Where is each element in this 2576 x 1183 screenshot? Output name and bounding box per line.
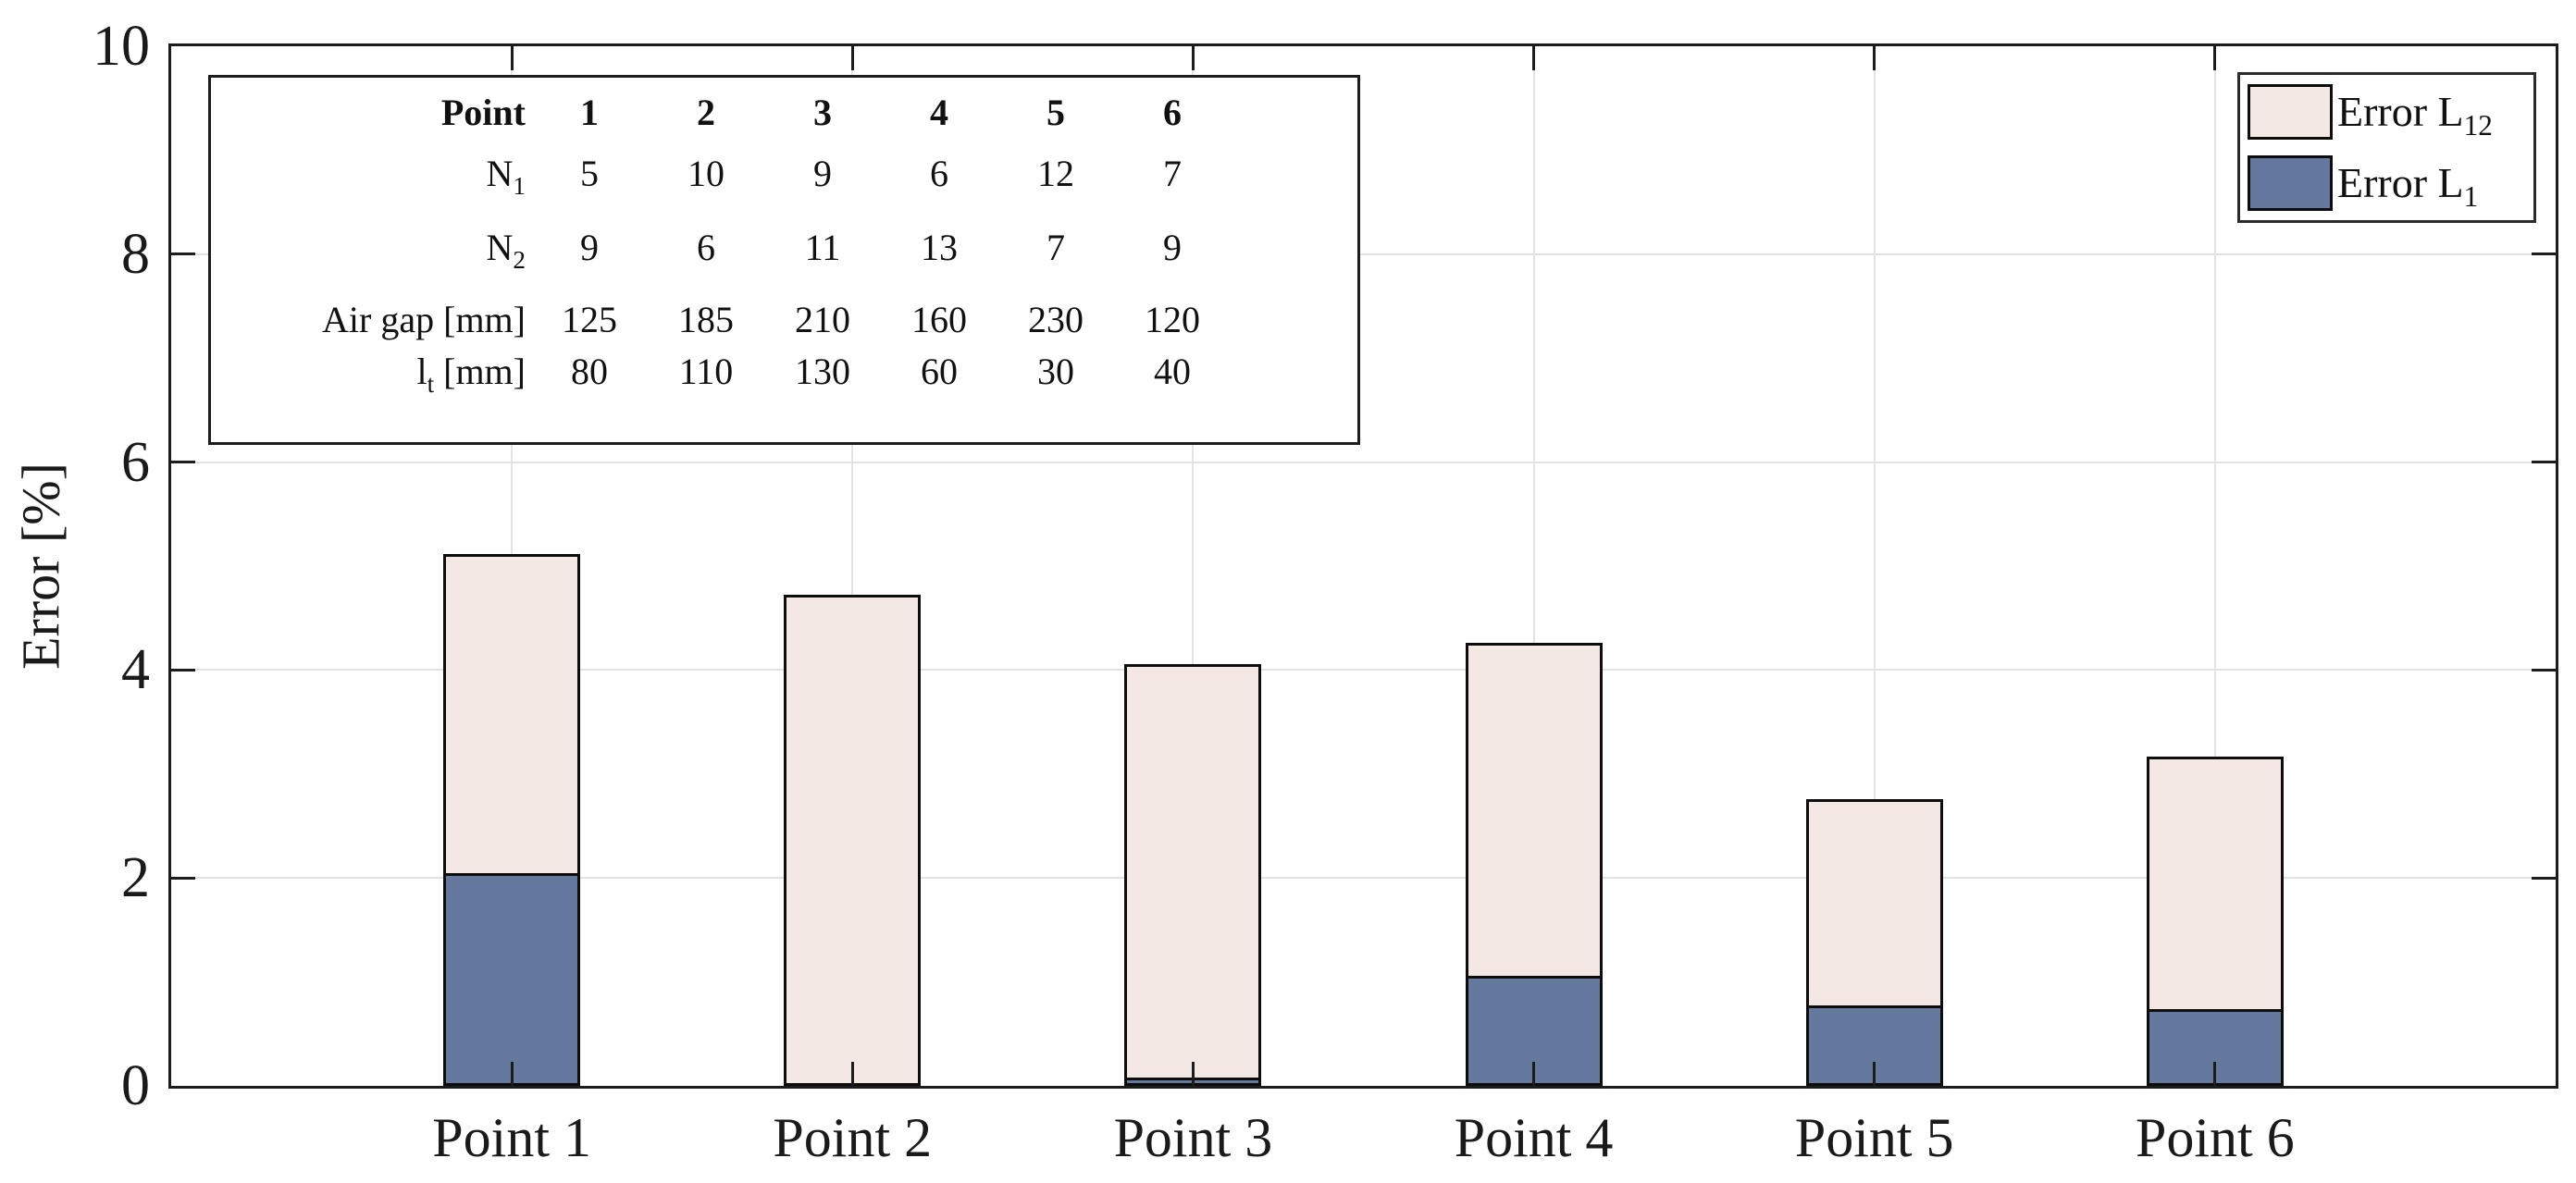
table-header-col-4: 4 <box>930 92 948 133</box>
table-row-2-value-4: 13 <box>921 227 958 268</box>
inset-table-grid: Point 1 2 3 4 5 6 N1 5 10 9 6 12 7 N2 9 6 11 13 7 9 Air gap [… <box>211 78 1357 403</box>
y-tick-label-4: 4 <box>121 638 150 702</box>
table-header-col-3: 3 <box>813 92 832 133</box>
table-header-col-5: 5 <box>1046 92 1065 133</box>
h-gridline-y8 <box>171 253 2556 255</box>
legend-swatch-1 <box>2248 84 2333 140</box>
x-tick-top-1 <box>510 46 514 70</box>
x-tick-top-4 <box>1532 46 1536 70</box>
y-tick-right-6 <box>2532 461 2556 464</box>
legend-entry-1: Error L12 <box>2248 84 2533 140</box>
table-header-col-6: 6 <box>1163 92 1182 133</box>
y-tick-right-4 <box>2532 668 2556 672</box>
v-gridline-5 <box>1873 46 1876 1086</box>
x-tick-top-5 <box>1873 46 1876 70</box>
table-row-1-value-4: 6 <box>930 153 948 194</box>
table-row-1-value-3: 9 <box>813 153 832 194</box>
table-row-2-label: N2 <box>486 227 526 274</box>
y-tick-label-0: 0 <box>121 1054 150 1117</box>
h-gridline-y6 <box>171 461 2556 463</box>
y-tick-right-8 <box>2532 253 2556 256</box>
v-gridline-2 <box>851 46 854 1086</box>
y-axis-label: Error [%] <box>10 462 71 670</box>
table-row-4-value-5: 30 <box>1037 351 1074 392</box>
h-gridline-y2 <box>171 877 2556 880</box>
bar-2-segment-error-l12 <box>784 594 922 1086</box>
x-category-label-3: Point 3 <box>1113 1107 1273 1168</box>
y-tick-label-2: 2 <box>121 846 150 910</box>
x-category-label-2: Point 2 <box>773 1107 933 1168</box>
v-gridline-4 <box>1532 46 1535 1086</box>
bar-4-segment-error-l12 <box>1465 643 1603 979</box>
y-tick-right-2 <box>2532 876 2556 880</box>
table-row-3-label: Air gap [mm] <box>322 299 526 340</box>
y-tick-left-8 <box>171 253 195 256</box>
table-row-4-value-4: 60 <box>921 351 958 392</box>
y-tick-label-6: 6 <box>121 430 150 494</box>
table-row-1-value-2: 10 <box>687 153 724 194</box>
table-row-2-value-5: 7 <box>1046 227 1065 268</box>
table-row-3-value-6: 120 <box>1145 299 1200 340</box>
y-tick-label-8: 8 <box>121 222 150 286</box>
table-row-4-value-2: 110 <box>678 351 734 392</box>
table-row-1-value-5: 12 <box>1037 153 1074 194</box>
table-row-3-value-4: 160 <box>911 299 967 340</box>
bar-1-segment-error-l1 <box>443 872 581 1086</box>
table-row-2-value-2: 6 <box>697 227 715 268</box>
table-row-3-value-2: 185 <box>678 299 734 340</box>
x-tick-top-3 <box>1191 46 1195 70</box>
bar-5-segment-error-l12 <box>1805 798 1943 1009</box>
table-header-label: Point <box>440 92 526 133</box>
y-tick-left-6 <box>171 461 195 464</box>
h-gridline-y4 <box>171 669 2556 672</box>
y-tick-left-4 <box>171 668 195 672</box>
x-tick-bottom-3 <box>1191 1062 1195 1086</box>
x-tick-bottom-5 <box>1873 1062 1876 1086</box>
x-tick-bottom-2 <box>850 1062 854 1086</box>
table-header-col-1: 1 <box>580 92 599 133</box>
table-row-4-value-3: 130 <box>795 351 850 392</box>
table-row-3-value-3: 210 <box>795 299 850 340</box>
legend-label-1: Error L12 <box>2337 88 2493 142</box>
table-row-4-value-6: 40 <box>1154 351 1191 392</box>
legend-swatch-2 <box>2248 155 2333 211</box>
x-tick-top-2 <box>850 46 854 70</box>
table-row-1-value-1: 5 <box>580 153 599 194</box>
table-header-col-2: 2 <box>697 92 715 133</box>
x-category-label-5: Point 5 <box>1794 1107 1954 1168</box>
table-row-3-value-5: 230 <box>1028 299 1084 340</box>
bar-6-segment-error-l12 <box>2146 756 2284 1012</box>
v-gridline-6 <box>2213 46 2216 1086</box>
bar-3-segment-error-l12 <box>1124 663 1262 1081</box>
x-category-label-6: Point 6 <box>2135 1107 2295 1168</box>
table-row-2-value-3: 11 <box>804 227 841 268</box>
inset-table: Point 1 2 3 4 5 6 N1 5 10 9 6 12 7 N2 9 6 11 13 7 9 Air gap [… <box>208 75 1360 445</box>
plot-area: Point 1 2 3 4 5 6 N1 5 10 9 6 12 7 N2 9 6 11 13 7 9 Air gap [… <box>168 43 2558 1089</box>
x-tick-bottom-1 <box>510 1062 514 1086</box>
table-row-4-value-1: 80 <box>571 351 608 392</box>
legend-entry-2: Error L1 <box>2248 155 2533 211</box>
legend: Error L12 Error L1 <box>2237 72 2536 223</box>
x-category-label-1: Point 1 <box>432 1107 591 1168</box>
table-row-1-label: N1 <box>486 153 526 200</box>
table-row-3-value-1: 125 <box>562 299 617 340</box>
x-tick-top-6 <box>2213 46 2217 70</box>
v-gridline-3 <box>1192 46 1195 1086</box>
x-tick-bottom-6 <box>2213 1062 2217 1086</box>
table-row-4-label: lt [mm] <box>416 351 526 398</box>
table-row-1-value-6: 7 <box>1163 153 1182 194</box>
x-tick-bottom-4 <box>1532 1062 1536 1086</box>
table-row-2-value-1: 9 <box>580 227 599 268</box>
y-tick-left-2 <box>171 876 195 880</box>
y-tick-label-10: 10 <box>93 15 150 78</box>
x-category-label-4: Point 4 <box>1454 1107 1614 1168</box>
table-row-2-value-6: 9 <box>1163 227 1182 268</box>
legend-label-2: Error L1 <box>2337 159 2479 214</box>
bar-1-segment-error-l12 <box>443 553 581 876</box>
